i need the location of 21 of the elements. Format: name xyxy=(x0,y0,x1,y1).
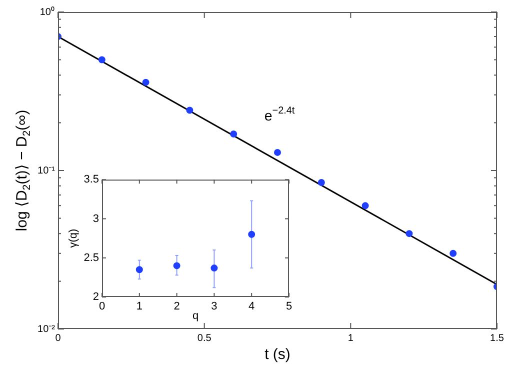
y-tick-label: 10⁻¹ xyxy=(38,165,56,176)
x-tick-label: 4 xyxy=(248,300,255,313)
x-tick-label: 2 xyxy=(174,300,180,313)
y-tick-label: 3.5 xyxy=(84,174,99,186)
y-tick-label: 3 xyxy=(92,212,99,225)
x-tick-label: 1 xyxy=(136,300,142,313)
x-tick-label: 0 xyxy=(98,300,106,313)
y-tick-label: 2.5 xyxy=(84,252,99,264)
x-tick-label: 0.5 xyxy=(197,332,212,344)
y-axis-title: γ(q) xyxy=(68,228,80,248)
x-tick-label: 3 xyxy=(211,300,218,313)
y-axis-title: log ⟨D2(t)⟩ − D2(∞) xyxy=(14,110,33,232)
y-tick-label: 10⁻² xyxy=(38,324,56,335)
x-tick-label: 0 xyxy=(55,332,62,344)
x-axis-title: q xyxy=(192,310,199,322)
x-axis-title: t (s) xyxy=(264,346,290,363)
x-tick-label: 5 xyxy=(286,300,292,313)
y-tick-label: 10⁰ xyxy=(40,6,55,18)
y-tick-label: 2 xyxy=(92,291,99,304)
x-tick-label: 1.5 xyxy=(490,332,504,344)
x-tick-label: 1 xyxy=(348,332,354,344)
